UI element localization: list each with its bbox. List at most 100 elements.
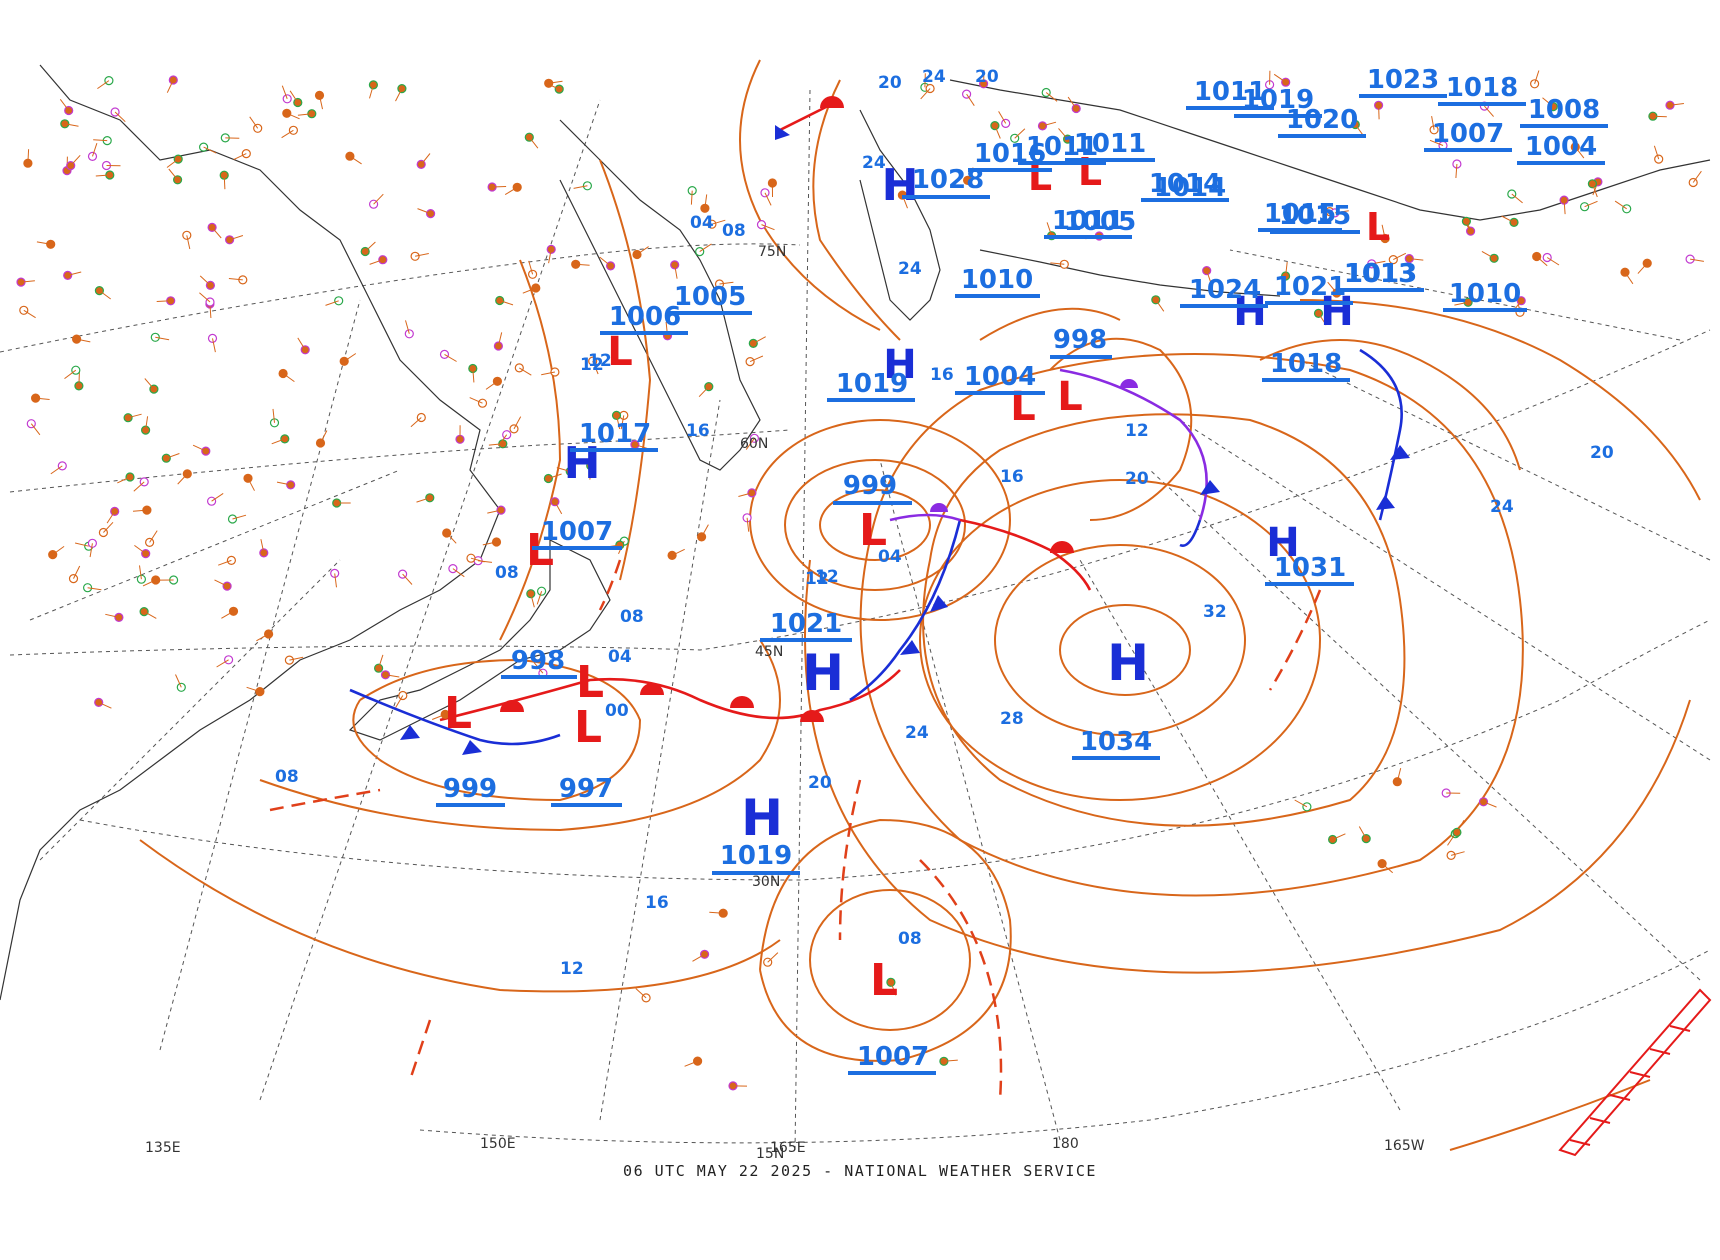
wind-barb (232, 514, 247, 520)
wind-barb (78, 371, 80, 386)
wind-barb (320, 430, 328, 444)
wind-barb (281, 85, 288, 99)
wind-barb (432, 713, 446, 720)
low-symbol: L (1078, 150, 1102, 194)
wind-barb (36, 241, 51, 245)
low-symbol: L (574, 702, 602, 753)
isobar-label: 04 (690, 213, 714, 233)
wind-barb (1155, 299, 1165, 312)
wind-barb (127, 413, 142, 419)
isobar-label: 04 (878, 547, 902, 567)
high-symbol: H (1320, 289, 1353, 335)
latitude-label: 15N (756, 1146, 784, 1162)
wind-barb (319, 95, 323, 110)
wind-barb (1692, 170, 1702, 183)
wind-barb (67, 271, 82, 276)
wind-barb (132, 509, 147, 512)
wind-barb (325, 300, 339, 306)
isobar-label: 08 (722, 221, 746, 241)
occluded-front (889, 513, 961, 522)
high-symbol: H (1233, 289, 1266, 335)
wind-barb (738, 492, 753, 497)
isobar-label: 12 (1125, 421, 1149, 441)
wind-barb (636, 246, 649, 255)
pressure-label: 1011 (1052, 206, 1124, 236)
wind-barb (1536, 256, 1548, 267)
wind-barb (444, 353, 457, 362)
wind-barb (203, 146, 217, 154)
wind-barb (1574, 146, 1585, 159)
wind-barb (144, 378, 155, 390)
wind-barb (966, 93, 975, 106)
high-symbol: H (802, 644, 844, 702)
pressure-label: 1020 (1286, 105, 1358, 135)
wind-barb (385, 674, 400, 678)
pressure-label: 1010 (961, 265, 1033, 295)
wind-barb (276, 481, 291, 486)
pressure-label: 1018 (1270, 349, 1342, 379)
wind-barb (998, 111, 1007, 124)
wind-barb (749, 355, 764, 363)
wind-barb (73, 565, 81, 579)
wind-barb (482, 541, 497, 546)
wind-barb (994, 125, 1001, 139)
pressure-label: 1005 (1064, 207, 1136, 237)
low-symbol: L (576, 657, 604, 708)
wind-barb (416, 497, 430, 503)
wind-barb (699, 243, 712, 253)
wind-barb (1014, 128, 1026, 139)
wind-barb (177, 473, 188, 485)
wind-barb (373, 193, 384, 205)
isobar-label: 12 (815, 567, 839, 587)
wind-barb (536, 591, 543, 605)
wind-barb (20, 280, 35, 283)
wind-barb (1614, 200, 1627, 210)
wind-barb (114, 111, 126, 123)
pressure-label: 1005 (674, 282, 746, 312)
wind-barb (943, 1059, 958, 1062)
wind-barb (405, 320, 410, 334)
fronts (349, 98, 1403, 746)
isobar-label: 16 (1000, 467, 1024, 487)
warm-front (439, 669, 901, 722)
wind-barb (1058, 128, 1068, 140)
wind-barb (212, 338, 216, 353)
low-pressure-label: 1007 (857, 1042, 929, 1072)
low-pressure-label: 999 (843, 471, 897, 501)
wind-barb (223, 175, 226, 190)
wind-barb (1429, 139, 1444, 146)
isobar-label: 32 (1203, 602, 1227, 622)
isobar-label: 24 (1490, 497, 1514, 517)
wind-barb (369, 259, 383, 265)
wind-barb (499, 300, 514, 306)
wind-barb (175, 674, 182, 688)
wind-barb (528, 260, 534, 275)
wind-barb (1378, 105, 1380, 120)
isobar-label: 08 (495, 563, 519, 583)
wind-barb (1045, 92, 1058, 102)
wind-barb (1381, 224, 1386, 239)
wind-barb (105, 613, 120, 618)
pressure-label: 1007 (1432, 119, 1504, 149)
pressure-label: 1008 (1528, 95, 1600, 125)
wind-barb (229, 235, 244, 241)
wind-barb (1511, 193, 1523, 204)
wind-barb (701, 524, 709, 538)
japan-coast (348, 539, 611, 741)
wind-barb (92, 143, 98, 157)
wind-barb (145, 416, 149, 431)
hatched-zone (1558, 988, 1712, 1157)
isobar-label: 24 (905, 723, 929, 743)
wind-barb (492, 186, 507, 188)
cold-front-west (349, 688, 561, 746)
wind-barb (709, 911, 724, 914)
wind-barb (635, 988, 647, 999)
wind-barb (95, 174, 110, 177)
wind-barb (1320, 211, 1331, 223)
station-marker (123, 413, 133, 423)
high-symbol: H (564, 438, 601, 489)
wind-barb (487, 509, 502, 514)
wind-barb (343, 353, 357, 362)
wind-barb (719, 281, 734, 285)
latitude-label: 60N (740, 436, 768, 452)
